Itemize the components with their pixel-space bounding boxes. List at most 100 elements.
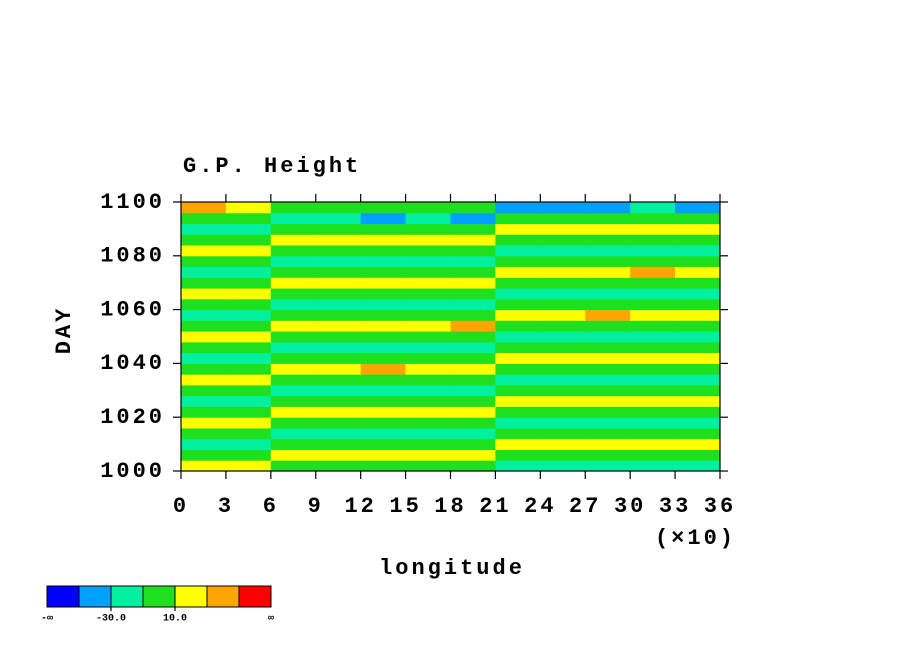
contour-cell <box>450 298 496 311</box>
contour-cell <box>585 395 631 407</box>
contour-cell <box>450 341 496 354</box>
contour-cell <box>181 309 227 321</box>
contour-cell <box>630 277 676 289</box>
contour-cell <box>225 427 272 440</box>
contour-cell <box>540 255 586 268</box>
contour-cell <box>405 427 451 440</box>
contour-cell <box>450 427 496 440</box>
contour-cell <box>585 309 631 321</box>
y-tick-label: 1100 <box>100 190 165 215</box>
contour-cell <box>495 277 541 289</box>
contour-cell <box>540 288 586 300</box>
contour-cell <box>181 460 227 472</box>
contour-cell <box>360 245 407 257</box>
contour-cell <box>225 395 272 407</box>
contour-cell <box>585 374 631 386</box>
contour-cell <box>360 427 407 440</box>
contour-cell <box>270 363 317 375</box>
contour-cell <box>315 352 362 364</box>
contour-cell <box>360 202 407 214</box>
contour-cell <box>585 406 631 418</box>
contour-cell <box>585 384 631 397</box>
contour-cell <box>495 309 541 321</box>
contour-cell <box>495 352 541 364</box>
contour-cell <box>181 212 227 225</box>
contour-cell <box>270 341 317 354</box>
contour-cell <box>270 427 317 440</box>
contour-cell <box>585 417 631 429</box>
contour-cell <box>181 438 227 450</box>
contour-cell <box>405 298 451 311</box>
contour-cell <box>585 438 631 450</box>
contour-cell <box>225 277 272 289</box>
y-axis-label: DAY <box>52 306 77 355</box>
contour-cell <box>495 331 541 343</box>
contour-cell <box>585 460 631 472</box>
contour-cell <box>315 212 362 225</box>
contour-cell <box>540 341 586 354</box>
contour-cell <box>630 202 676 214</box>
contour-cell <box>585 288 631 300</box>
contour-cell <box>495 341 541 354</box>
contour-cell <box>630 406 676 418</box>
contour-cell <box>270 212 317 225</box>
contour-cell <box>450 331 496 343</box>
contour-cell <box>270 449 317 461</box>
contour-cell <box>181 266 227 278</box>
contour-cell <box>270 288 317 300</box>
contour-cell <box>450 202 496 214</box>
contour-cell <box>225 266 272 278</box>
contour-cell <box>675 449 721 461</box>
contour-cell <box>540 331 586 343</box>
contour-cell <box>540 320 586 332</box>
contour-cell <box>630 266 676 278</box>
contour-cell <box>405 374 451 386</box>
contour-cell <box>225 363 272 375</box>
contour-cell <box>675 277 721 289</box>
x-tick-label: 15 <box>389 494 421 519</box>
contour-cell <box>225 255 272 268</box>
contour-cell <box>450 245 496 257</box>
contour-cell <box>585 341 631 354</box>
contour-cell <box>630 352 676 364</box>
contour-cell <box>540 212 586 225</box>
contour-cell <box>495 223 541 235</box>
contour-cell <box>225 212 272 225</box>
contour-cell <box>315 288 362 300</box>
contour-cell <box>270 277 317 289</box>
x-scale-label: (×10) <box>655 526 736 551</box>
contour-cell <box>225 223 272 235</box>
contour-cell <box>270 438 317 450</box>
contour-cell <box>405 277 451 289</box>
contour-cell <box>181 427 227 440</box>
contour-cell <box>630 341 676 354</box>
contour-cell <box>495 245 541 257</box>
contour-cell <box>630 331 676 343</box>
contour-cell <box>225 298 272 311</box>
chart-title: G.P. Height <box>183 154 361 179</box>
y-tick-label: 1000 <box>100 459 165 484</box>
contour-cell <box>450 212 496 225</box>
x-tick-label: 27 <box>569 494 601 519</box>
contour-cell <box>540 245 586 257</box>
x-tick-label: 33 <box>659 494 691 519</box>
contour-cell <box>270 234 317 246</box>
contour-cell <box>225 341 272 354</box>
contour-cell <box>315 395 362 407</box>
contour-cell <box>270 460 317 472</box>
contour-cell <box>495 255 541 268</box>
contour-cell <box>181 234 227 246</box>
contour-cell <box>405 395 451 407</box>
x-tick-label: 24 <box>524 494 556 519</box>
contour-cell <box>630 288 676 300</box>
contour-cell <box>630 449 676 461</box>
contour-cell <box>585 202 631 214</box>
contour-cell <box>495 427 541 440</box>
contour-cell <box>225 406 272 418</box>
contour-cell <box>270 384 317 397</box>
contour-cell <box>315 277 362 289</box>
contour-cell <box>450 406 496 418</box>
contour-cell <box>315 309 362 321</box>
contour-cell <box>225 374 272 386</box>
